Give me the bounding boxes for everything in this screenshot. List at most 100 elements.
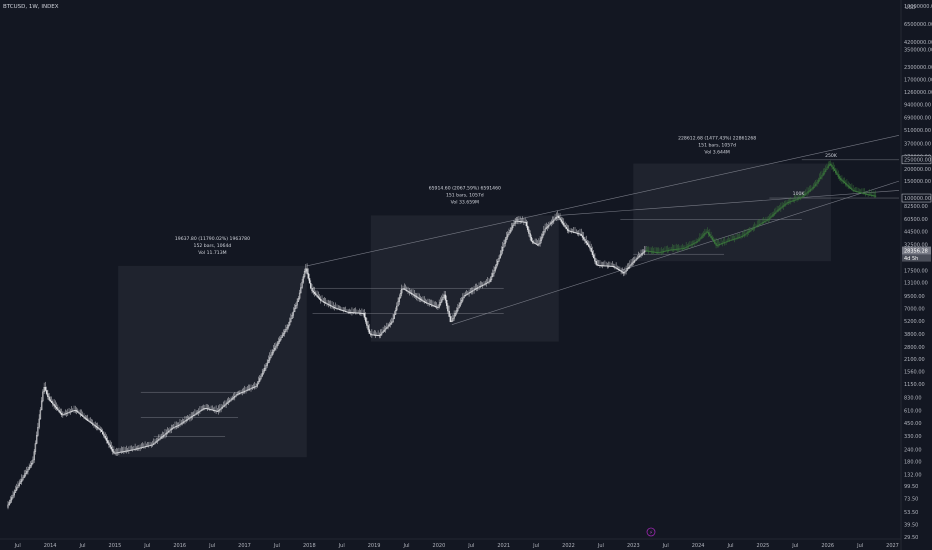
candle-458	[578, 233, 580, 235]
candle-173	[222, 405, 225, 408]
candle-408	[515, 220, 518, 222]
candle-344	[436, 306, 438, 308]
projection-candle-90	[757, 224, 760, 226]
candle-69	[93, 424, 95, 426]
projection-candle-183	[873, 195, 876, 197]
candle-328	[416, 296, 418, 298]
symbol-title[interactable]: BTCUSD, 1W, INDEX	[3, 4, 59, 10]
candle-372	[470, 291, 473, 293]
range-boxes	[118, 163, 831, 458]
time-axis[interactable]: Jul 2014 Jul 2015 Jul 2016 Jul 2017 Jul 2018 Jul 20…	[0, 538, 901, 549]
projection-candle-134	[812, 187, 814, 189]
candle-231	[295, 304, 297, 309]
candle-241	[307, 273, 309, 279]
projection-candle-19	[669, 249, 671, 251]
candle-85	[113, 451, 115, 454]
candle-424	[535, 243, 538, 245]
current-price-countdown: 4d 5h	[904, 256, 918, 262]
candle-381	[482, 284, 484, 286]
candle-470	[593, 254, 595, 259]
candle-147	[190, 416, 192, 418]
candle-185	[237, 393, 240, 395]
projection-candle-27	[679, 248, 681, 250]
candle-314	[398, 297, 400, 302]
price-tick-21: 17500.00	[904, 269, 928, 275]
candle-1	[8, 502, 10, 506]
label-100k: 100K	[793, 191, 806, 197]
time-tick-8: Jul	[273, 543, 280, 549]
candle-49	[68, 412, 70, 413]
candle-208	[266, 362, 268, 366]
price-tick-16: 82500.00	[904, 204, 928, 210]
candle-62	[84, 417, 86, 419]
candle-370	[468, 292, 470, 294]
price-tick-6: 1260000.00	[904, 90, 932, 96]
candle-448	[565, 226, 567, 230]
candle-257	[327, 303, 329, 305]
candle-120	[156, 440, 159, 442]
candle-239	[305, 268, 307, 272]
candle-78	[104, 435, 106, 439]
candle-463	[584, 239, 586, 242]
time-tick-23: 2025	[757, 543, 770, 549]
projection-candle-51	[709, 234, 711, 237]
candle-18	[29, 465, 32, 468]
projection-candle-76	[740, 236, 742, 238]
candle-306	[388, 324, 390, 327]
candle-34	[49, 399, 52, 402]
price-tick-10: 370000.00	[904, 141, 931, 147]
candle-44	[62, 414, 64, 416]
candle-467	[589, 246, 591, 249]
candle-404	[510, 227, 513, 231]
candle-418	[528, 229, 530, 234]
candle-410	[518, 220, 520, 222]
price-tick-40: 53.50	[904, 510, 918, 516]
projection-candle-166	[852, 189, 854, 191]
candle-296	[376, 334, 378, 336]
projection-candle-28	[680, 248, 682, 250]
candle-386	[488, 281, 490, 283]
time-tick-11: 2019	[368, 543, 381, 549]
candle-122	[159, 438, 161, 440]
candle-4	[12, 494, 14, 498]
projection-candle-50	[707, 232, 710, 235]
candle-134	[174, 426, 176, 428]
projection-candle-25	[676, 248, 679, 250]
candle-5	[13, 492, 15, 496]
candle-373	[472, 290, 474, 292]
candle-253	[322, 301, 324, 303]
projection-candle-80	[745, 233, 747, 235]
candle-93	[123, 451, 125, 453]
candle-24	[37, 426, 39, 436]
candle-152	[196, 412, 199, 414]
candle-425	[536, 244, 539, 246]
time-tick-2: Jul	[78, 543, 85, 549]
candle-13	[23, 475, 25, 478]
candle-6	[14, 490, 17, 493]
candle-477	[601, 265, 604, 267]
time-tick-14: Jul	[467, 543, 474, 549]
cycle1-line-2: Vol 11.713M	[198, 250, 226, 256]
price-tick-22: 13100.00	[904, 281, 928, 287]
projection-candle-184	[874, 195, 877, 197]
candle-400	[505, 236, 508, 241]
current-price-label: 28356.28	[904, 248, 928, 254]
candle-331	[419, 298, 422, 300]
projection-candle-174	[862, 192, 864, 194]
time-tick-20: Jul	[662, 543, 669, 549]
candle-60	[82, 415, 84, 417]
projection-candle-58	[717, 244, 720, 246]
candle-269	[342, 310, 344, 312]
projection-candle-175	[863, 193, 866, 195]
projection-candle-151	[833, 168, 836, 171]
projection-candle-20	[670, 249, 672, 251]
tradingview-logo-icon[interactable]: ⚡	[646, 527, 656, 537]
time-tick-6: Jul	[208, 543, 215, 549]
candle-76	[102, 431, 104, 435]
candle-181	[232, 397, 235, 399]
candle-182	[234, 396, 236, 398]
candle-323	[409, 292, 412, 294]
projection-candle-181	[871, 194, 873, 196]
